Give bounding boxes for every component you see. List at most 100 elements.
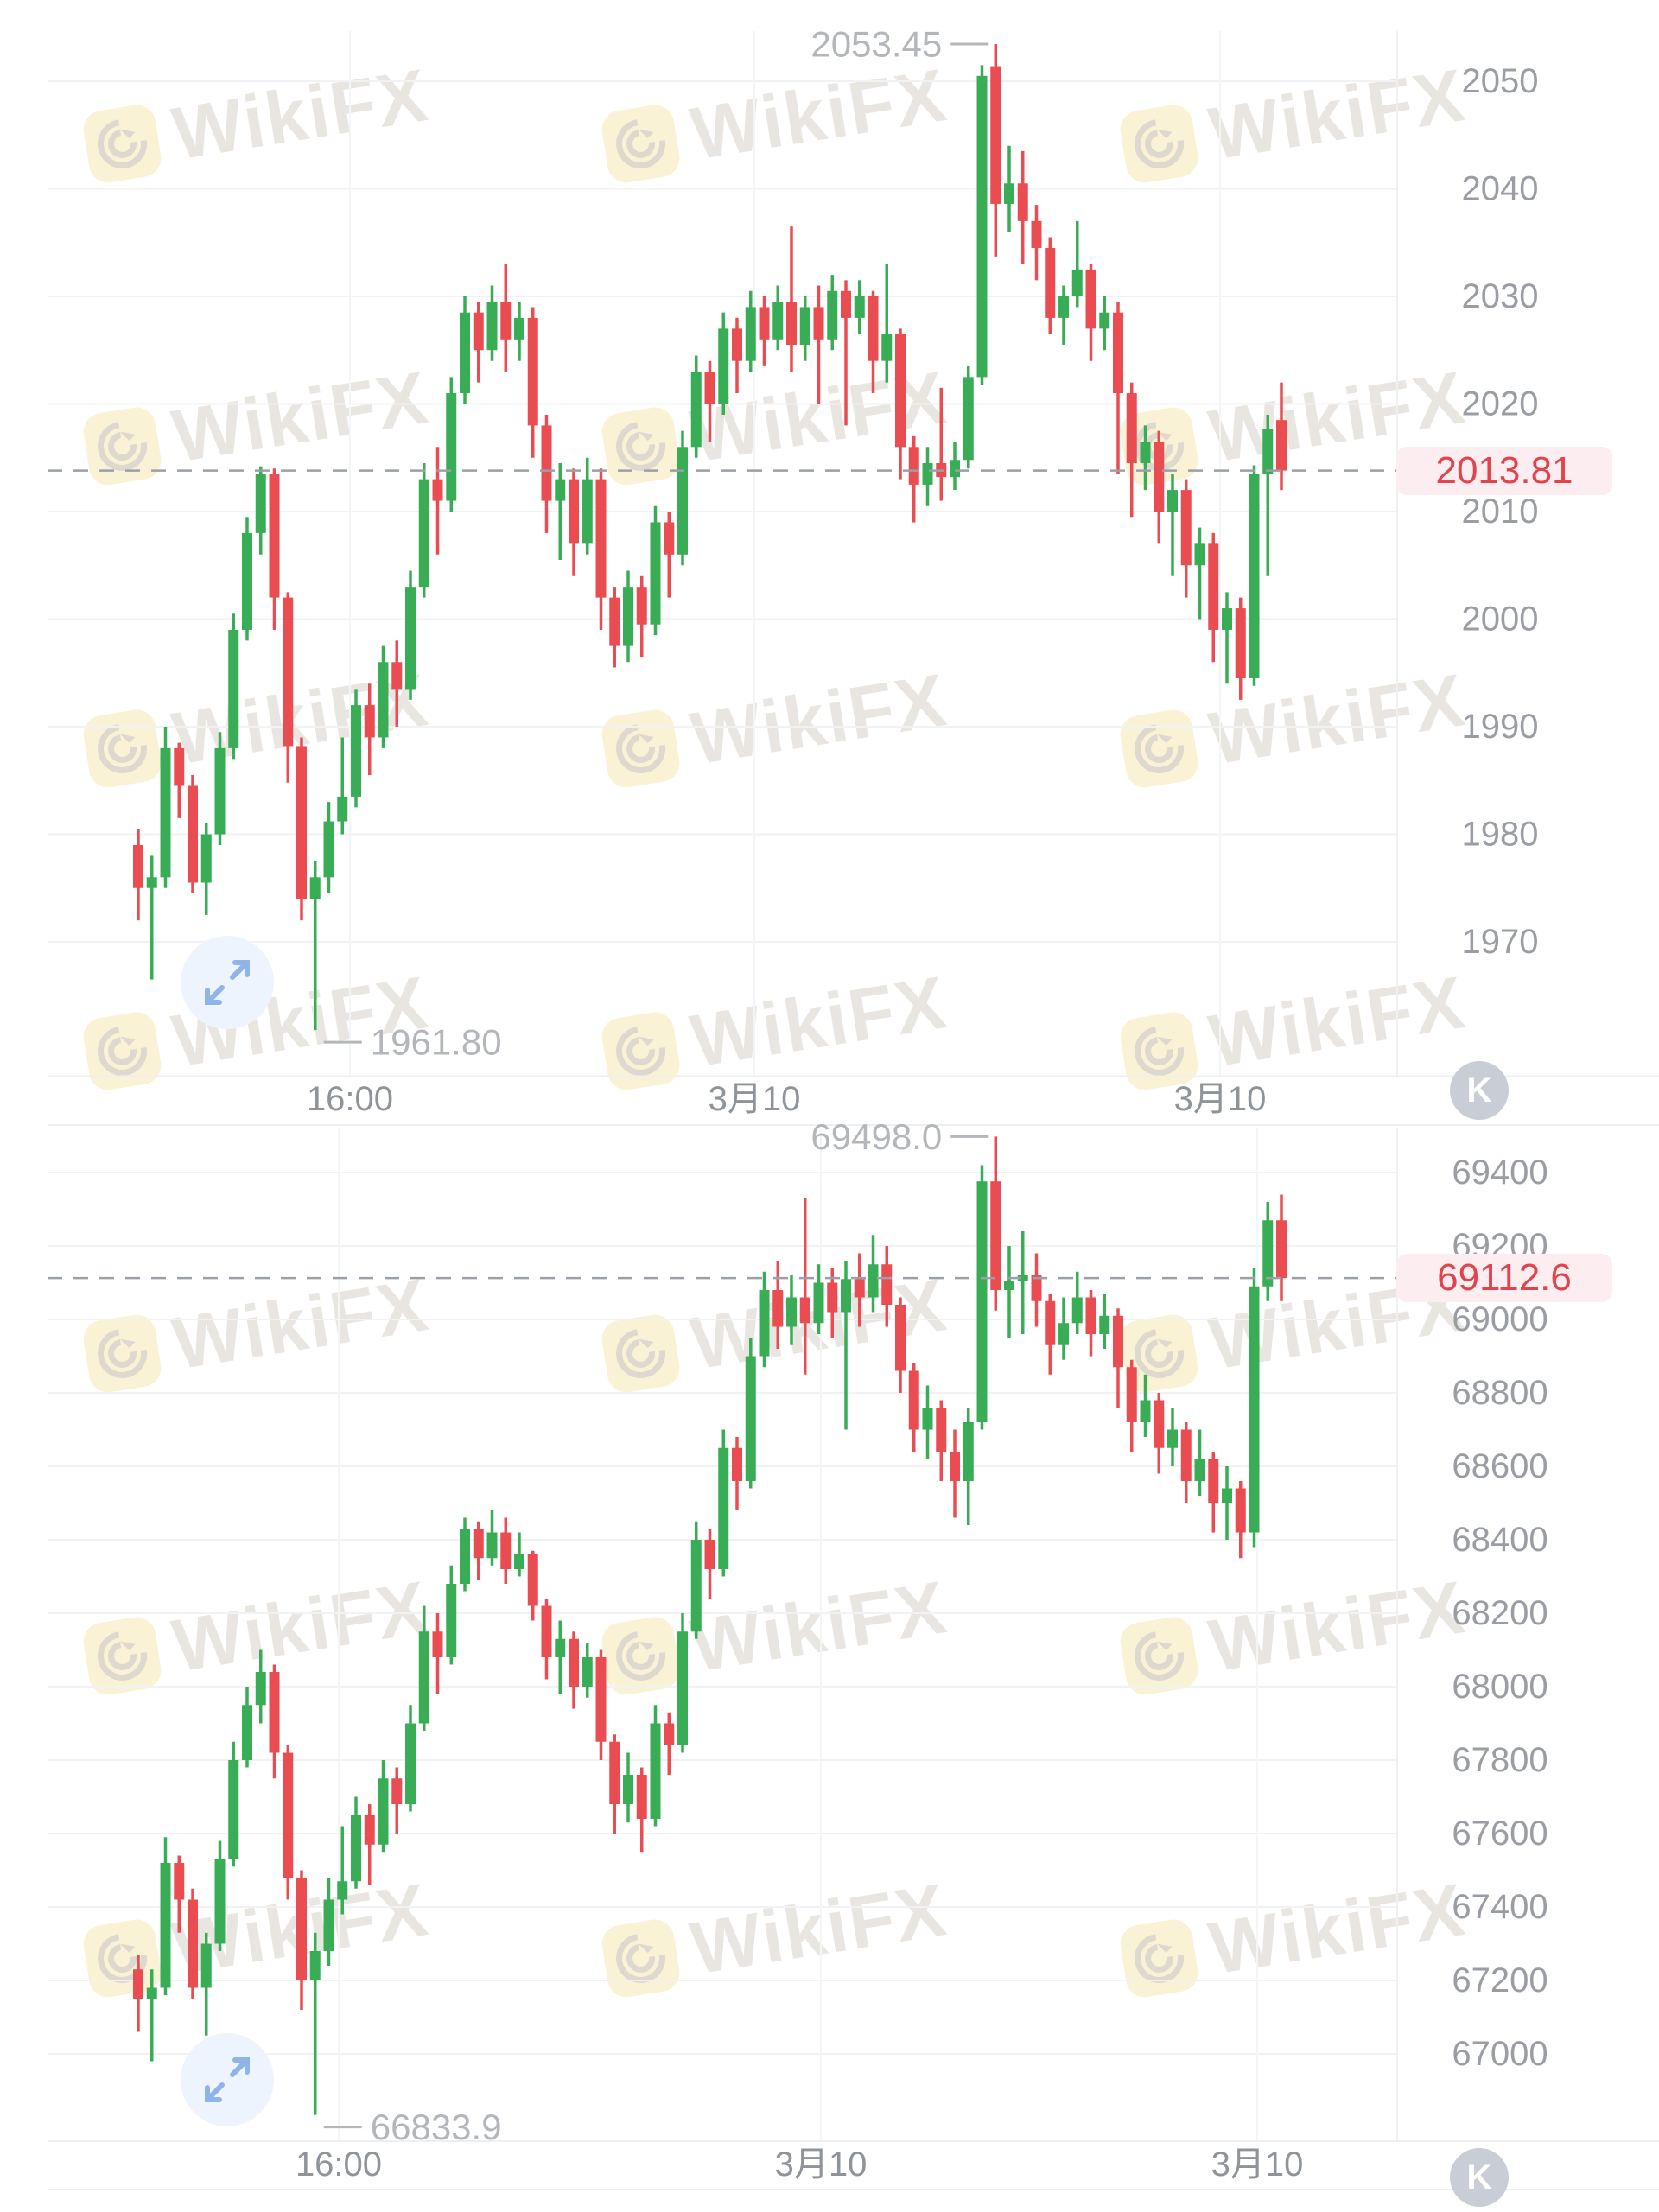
candle[interactable] xyxy=(1004,1246,1014,1338)
candlestick-chart-bottom[interactable]: 6940069200690006880068600684006820068000… xyxy=(48,1116,1659,2190)
candle[interactable] xyxy=(1126,1359,1137,1452)
candle[interactable] xyxy=(704,1529,715,1599)
candle[interactable] xyxy=(255,1649,266,1724)
candle[interactable] xyxy=(936,1400,947,1482)
candle[interactable] xyxy=(1262,1202,1274,1301)
candle[interactable] xyxy=(473,1521,484,1580)
candle[interactable] xyxy=(391,1767,403,1834)
candle[interactable] xyxy=(786,1275,797,1345)
candle[interactable] xyxy=(963,1408,974,1525)
candle[interactable] xyxy=(174,742,185,818)
candle[interactable] xyxy=(146,1969,157,2062)
candle[interactable] xyxy=(1140,1374,1151,1437)
candle[interactable] xyxy=(772,285,784,351)
candle[interactable] xyxy=(976,65,988,385)
candle[interactable] xyxy=(418,462,429,598)
candle[interactable] xyxy=(446,1565,457,1665)
candle[interactable] xyxy=(786,226,797,372)
candle[interactable] xyxy=(446,377,457,512)
candle[interactable] xyxy=(378,1760,389,1853)
candle[interactable] xyxy=(283,592,294,783)
candle[interactable] xyxy=(541,1599,552,1680)
candle[interactable] xyxy=(854,1253,865,1327)
candle[interactable] xyxy=(1085,264,1096,361)
candle[interactable] xyxy=(1235,1481,1246,1559)
candle[interactable] xyxy=(500,1517,512,1585)
candle[interactable] xyxy=(228,613,239,760)
candle[interactable] xyxy=(677,430,688,566)
candle[interactable] xyxy=(473,302,484,383)
candle[interactable] xyxy=(1154,430,1165,544)
candle[interactable] xyxy=(351,1796,361,1889)
candle[interactable] xyxy=(976,1165,988,1430)
candle[interactable] xyxy=(922,1385,933,1459)
candle[interactable] xyxy=(732,1437,742,1510)
candle[interactable] xyxy=(133,1955,143,2032)
candle[interactable] xyxy=(405,1705,416,1812)
candle[interactable] xyxy=(309,1932,321,2115)
candle[interactable] xyxy=(1194,527,1205,620)
candle[interactable] xyxy=(1045,237,1056,334)
candle[interactable] xyxy=(881,1246,893,1327)
candle[interactable] xyxy=(868,290,879,394)
candle[interactable] xyxy=(527,1550,538,1621)
candle[interactable] xyxy=(242,517,252,641)
candle[interactable] xyxy=(704,360,715,442)
candle[interactable] xyxy=(133,829,143,921)
candle[interactable] xyxy=(908,1363,919,1452)
candle[interactable] xyxy=(595,468,607,630)
candle[interactable] xyxy=(1249,465,1260,686)
candle[interactable] xyxy=(623,570,633,663)
candle[interactable] xyxy=(636,575,647,658)
candle[interactable] xyxy=(963,365,974,469)
candle[interactable] xyxy=(569,468,579,576)
candle[interactable] xyxy=(1154,1393,1165,1474)
candle[interactable] xyxy=(990,1136,1001,1311)
candle[interactable] xyxy=(950,442,960,491)
candle[interactable] xyxy=(188,775,198,893)
candle[interactable] xyxy=(174,1855,185,1933)
candle[interactable] xyxy=(664,512,675,598)
candle[interactable] xyxy=(827,275,838,351)
candle[interactable] xyxy=(841,280,851,426)
candle[interactable] xyxy=(527,307,538,458)
candle[interactable] xyxy=(745,290,756,372)
candle[interactable] xyxy=(1045,1294,1056,1375)
candle[interactable] xyxy=(1249,1268,1260,1548)
candle[interactable] xyxy=(200,1932,212,2036)
candle[interactable] xyxy=(364,683,375,776)
candle[interactable] xyxy=(895,328,906,480)
candle[interactable] xyxy=(841,1261,851,1430)
candle[interactable] xyxy=(895,1297,906,1394)
candle[interactable] xyxy=(1222,1466,1232,1540)
candle[interactable] xyxy=(813,285,824,404)
candle[interactable] xyxy=(1113,302,1123,474)
candle[interactable] xyxy=(160,1837,171,1995)
candle[interactable] xyxy=(1235,597,1246,700)
candle[interactable] xyxy=(283,1745,294,1900)
candle[interactable] xyxy=(1276,1194,1287,1301)
candle[interactable] xyxy=(1004,145,1014,232)
candle[interactable] xyxy=(623,1752,633,1823)
candle[interactable] xyxy=(1180,479,1192,598)
candle[interactable] xyxy=(1194,1429,1205,1497)
candle[interactable] xyxy=(1262,414,1274,576)
candle[interactable] xyxy=(813,1264,824,1334)
candle[interactable] xyxy=(1167,1408,1178,1466)
candle[interactable] xyxy=(514,302,524,361)
candle[interactable] xyxy=(486,285,498,361)
candle[interactable] xyxy=(1180,1422,1192,1503)
candle[interactable] xyxy=(650,505,661,636)
candle[interactable] xyxy=(1085,1290,1096,1357)
candle[interactable] xyxy=(718,1429,729,1577)
candle[interactable] xyxy=(854,280,865,334)
candle[interactable] xyxy=(378,645,389,748)
candle[interactable] xyxy=(1113,1308,1123,1408)
candle[interactable] xyxy=(1071,1271,1083,1334)
candle[interactable] xyxy=(1222,592,1232,684)
candle[interactable] xyxy=(745,1338,756,1489)
candle[interactable] xyxy=(160,727,171,888)
candle[interactable] xyxy=(146,855,157,980)
candle[interactable] xyxy=(1031,205,1042,281)
candle[interactable] xyxy=(364,1804,375,1885)
